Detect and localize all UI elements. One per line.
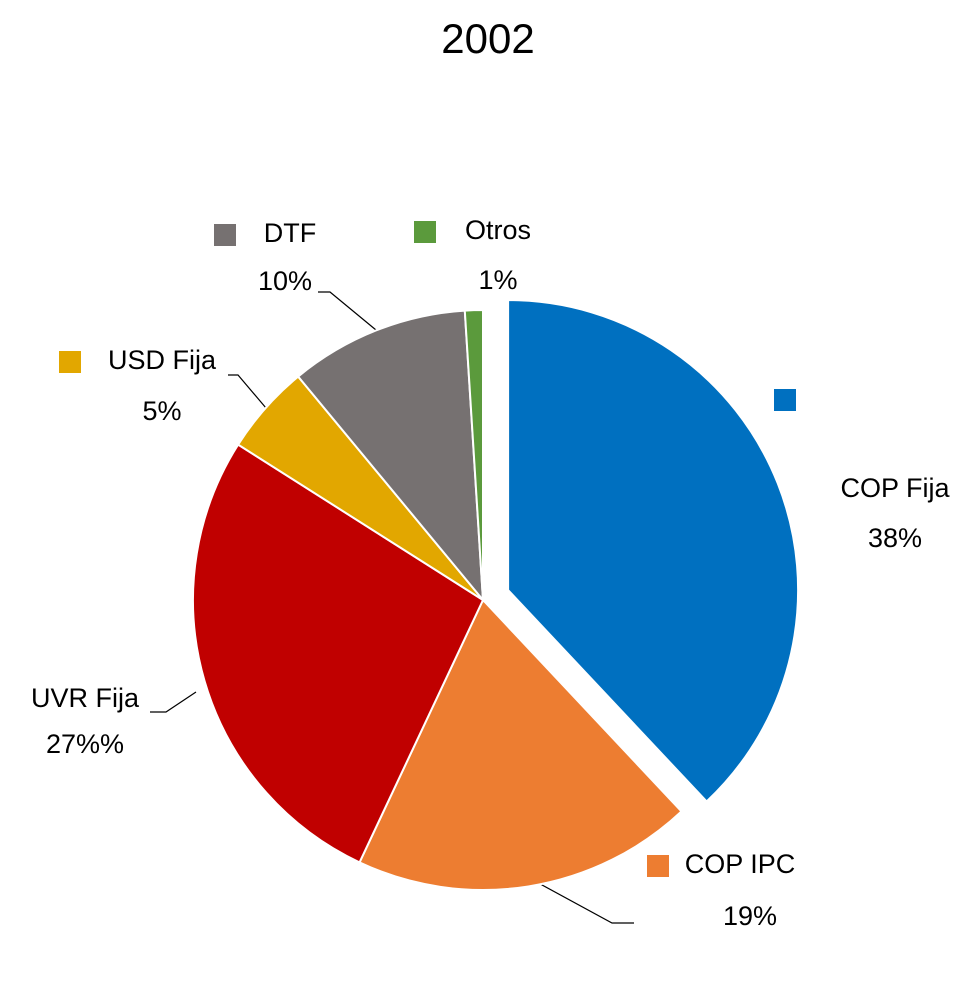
- pie-slice: [463, 308, 484, 601]
- leader-line: [150, 691, 197, 713]
- value-label: 38%: [868, 523, 922, 553]
- legend-marker: [59, 351, 81, 373]
- legend-marker: [414, 221, 436, 243]
- value-label: 27%%: [46, 729, 124, 759]
- value-label: 5%: [142, 396, 181, 426]
- value-label: 10%: [258, 266, 312, 296]
- leader-line: [228, 374, 267, 409]
- slice-label: DTF: [264, 218, 316, 248]
- pie-slice: [192, 443, 485, 864]
- slice-label: COP IPC: [685, 849, 796, 879]
- slice-label: USD Fija: [108, 345, 217, 375]
- chart-title: 2002: [441, 15, 534, 62]
- slice-label: Otros: [465, 215, 531, 245]
- pie-slice: [507, 299, 800, 803]
- slice-label: COP Fija: [840, 473, 950, 503]
- leader-line: [519, 872, 634, 924]
- pie-slice: [296, 309, 485, 604]
- legend-marker: [774, 389, 796, 411]
- legend-marker: [647, 855, 669, 877]
- leader-line: [318, 291, 377, 331]
- legend-marker: [214, 224, 236, 246]
- value-label: 19%: [723, 901, 777, 931]
- slice-label: UVR Fija: [31, 683, 140, 713]
- value-label: 1%: [478, 265, 517, 295]
- pie-slice: [358, 598, 683, 891]
